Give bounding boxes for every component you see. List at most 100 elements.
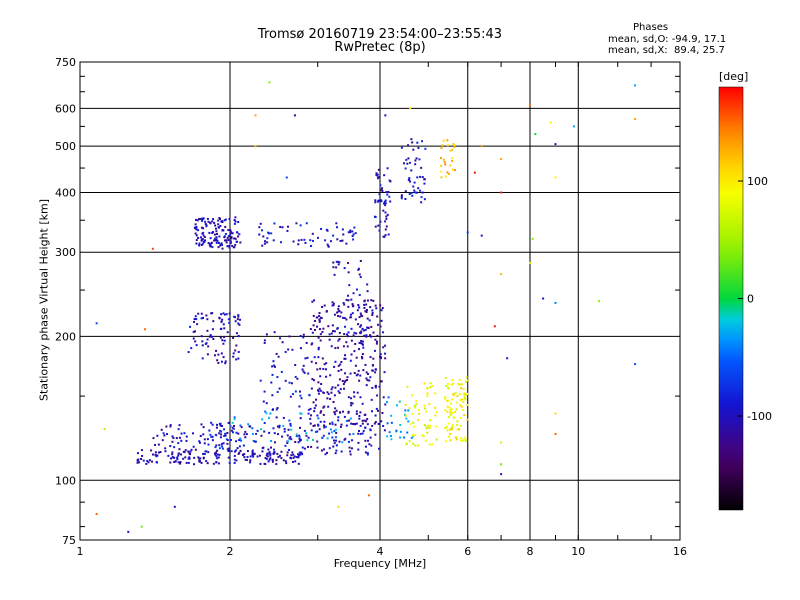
echo-point — [359, 396, 362, 399]
echo-point — [366, 423, 369, 426]
echo-point — [232, 336, 235, 339]
echo-point — [331, 423, 334, 426]
echo-point — [140, 449, 143, 452]
echo-point — [238, 323, 241, 326]
echo-point — [374, 304, 377, 307]
echo-point — [233, 450, 236, 453]
echo-point — [371, 311, 374, 314]
echo-point — [287, 428, 290, 431]
echo-point — [453, 416, 456, 419]
echo-point — [177, 442, 180, 445]
echo-point — [456, 401, 459, 404]
y-tick-label: 600 — [55, 102, 76, 115]
echo-point — [197, 456, 200, 459]
echo-point — [197, 236, 200, 239]
echo-point — [342, 345, 345, 348]
echo-point — [321, 305, 324, 308]
echo-point — [282, 425, 285, 428]
echo-point — [317, 381, 320, 384]
echo-point — [460, 405, 463, 408]
echo-point — [304, 357, 307, 360]
echo-point — [303, 238, 306, 241]
echo-point — [443, 161, 446, 164]
echo-point — [284, 460, 287, 463]
echo-point — [554, 412, 557, 415]
echo-point — [459, 416, 462, 419]
echo-point — [283, 428, 286, 431]
echo-point — [434, 406, 437, 409]
echo-point — [444, 440, 447, 443]
echo-point — [358, 379, 361, 382]
echo-point — [127, 530, 130, 533]
echo-point — [407, 420, 410, 423]
echo-point — [326, 243, 329, 246]
echo-point — [225, 438, 228, 441]
echo-point — [231, 421, 234, 424]
echo-point — [280, 370, 283, 373]
echo-point — [218, 447, 221, 450]
echo-point — [297, 453, 300, 456]
echo-point — [184, 456, 187, 459]
echo-point — [500, 191, 503, 194]
echo-point — [214, 237, 217, 240]
echo-point — [311, 300, 314, 303]
echo-point — [424, 439, 427, 442]
echo-point — [237, 315, 240, 318]
echo-point — [219, 336, 222, 339]
echo-point — [381, 189, 384, 192]
echo-point — [224, 232, 227, 235]
echo-point — [335, 260, 338, 263]
echo-point — [227, 229, 230, 232]
echo-point — [194, 330, 197, 333]
echo-point — [359, 332, 362, 335]
echo-point — [270, 439, 273, 442]
echo-point — [178, 424, 181, 427]
echo-point — [366, 379, 369, 382]
echo-point — [216, 449, 219, 452]
echo-point — [203, 438, 206, 441]
echo-point — [404, 198, 407, 201]
echo-point — [356, 373, 359, 376]
echo-point — [402, 162, 405, 165]
echo-point — [232, 431, 235, 434]
echo-point — [333, 273, 336, 276]
echo-point — [418, 158, 421, 161]
echo-point — [384, 403, 387, 406]
echo-point — [369, 376, 372, 379]
echo-point — [274, 365, 277, 368]
echo-point — [230, 429, 233, 432]
echo-point — [451, 159, 454, 162]
echo-point — [171, 440, 174, 443]
echo-point — [216, 423, 219, 426]
echo-point — [464, 380, 467, 383]
echo-point — [201, 232, 204, 235]
echo-point — [220, 320, 223, 323]
echo-point — [221, 247, 224, 250]
echo-point — [466, 379, 469, 382]
echo-point — [207, 220, 210, 223]
echo-point — [313, 356, 316, 359]
echo-point — [320, 449, 323, 452]
echo-point — [336, 327, 339, 330]
echo-point — [405, 417, 408, 420]
echo-point — [347, 331, 350, 334]
echo-point — [377, 176, 380, 179]
echo-point — [295, 435, 298, 438]
echo-point — [344, 325, 347, 328]
echo-point — [195, 227, 198, 230]
echo-point — [195, 226, 198, 229]
echo-point — [375, 172, 378, 175]
echo-point — [343, 438, 346, 441]
echo-point — [405, 443, 408, 446]
echo-point — [355, 410, 358, 413]
echo-point — [464, 438, 467, 441]
echo-point — [263, 339, 266, 342]
echo-point — [222, 356, 225, 359]
echo-point — [384, 228, 387, 231]
echo-point — [371, 309, 374, 312]
echo-point — [215, 236, 218, 239]
echo-point — [357, 432, 360, 435]
y-tick-label: 500 — [55, 140, 76, 153]
echo-point — [454, 411, 457, 414]
echo-point — [341, 379, 344, 382]
